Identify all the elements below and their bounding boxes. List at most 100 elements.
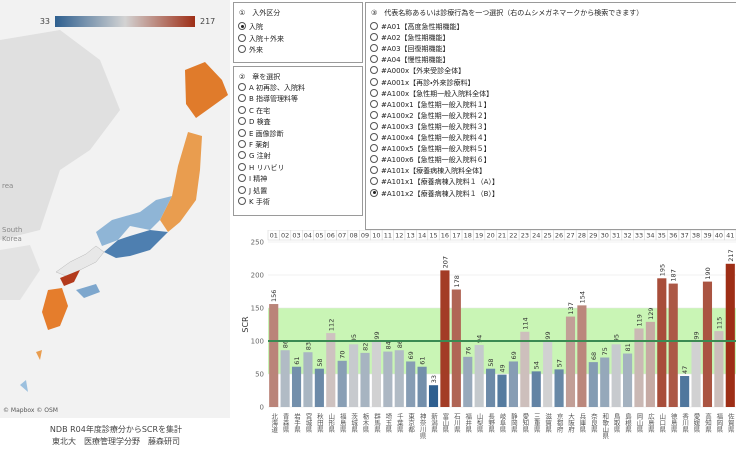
radio-option[interactable]: E 画像診断 [238,128,284,139]
radio-option[interactable]: B 指導管理料等 [238,94,298,104]
radio-button[interactable] [370,33,378,42]
option-label[interactable]: A 初再診、入院料 [249,84,306,92]
radio-button[interactable] [370,110,378,119]
option-label[interactable]: E 画像診断 [249,129,284,138]
option-label[interactable]: F 薬剤 [249,141,270,149]
radio-option[interactable]: 入院 [238,22,263,32]
radio-option[interactable]: #A101x2【療養病棟入院料１（B）】 [370,188,499,199]
radio-option[interactable]: F 薬剤 [238,140,269,150]
radio-button[interactable] [238,140,246,148]
radio-button[interactable] [238,197,246,205]
radio-button[interactable] [370,155,378,164]
option-label[interactable]: #A101x1【療養病棟入院料１（A）】 [381,178,499,187]
radio-button[interactable] [370,22,378,30]
option-label[interactable]: #A100x5【急性期一般入院料５】 [381,145,491,154]
option-label[interactable]: #A04【慢性期機能】 [381,56,450,65]
option-label[interactable]: 入院＋外来 [249,34,284,43]
x-tick-label: 岡山県 [635,413,643,434]
radio-button[interactable] [370,66,378,75]
option-label[interactable]: #A03【回復期機能】 [381,45,450,54]
radio-option[interactable]: #A000x【外来受診全体】 [370,66,465,76]
radio-button[interactable] [370,77,378,86]
radio-button[interactable] [238,105,246,114]
radio-button[interactable] [370,188,378,197]
radio-button[interactable] [238,151,246,160]
radio-option[interactable]: C 在宅 [238,105,271,116]
filter-panel: ① 入外区分 入院 入院＋外来 外来 [233,2,363,63]
option-label[interactable]: #A100x【急性期一般入院料全体】 [381,89,494,98]
x-tick-label: 宮城県 [304,412,312,434]
radio-option[interactable]: #A101x【療養病棟入院料全体】 [370,166,486,176]
radio-option[interactable]: 入院＋外来 [238,33,284,44]
option-label[interactable]: #A101x2【療養病棟入院料１（B）】 [381,189,499,198]
option-label[interactable]: G 注射 [249,152,271,161]
radio-button[interactable] [370,177,378,186]
option-label[interactable]: I 精神 [249,175,268,184]
radio-option[interactable]: G 注射 [238,151,271,161]
radio-option[interactable]: 外来 [238,45,263,55]
radio-option[interactable]: #A100x2【急性期一般入院料２】 [370,110,491,121]
radio-option[interactable]: #A02【急性期機能】 [370,33,450,43]
radio-option[interactable]: J 処置 [238,185,268,196]
option-label[interactable]: J 処置 [249,186,268,195]
radio-option[interactable]: #A100x4【急性期一般入院料４】 [370,133,491,143]
code-label: 37 [680,232,688,240]
radio-option[interactable]: A 初再診、入院料 [238,83,305,93]
radio-option[interactable]: #A100x【急性期一般入院料全体】 [370,88,494,99]
radio-button[interactable] [370,121,378,130]
option-label[interactable]: #A100x3【急性期一般入院料３】 [381,122,491,131]
radio-button[interactable] [370,88,378,97]
radio-option[interactable]: #A100x5【急性期一般入院料５】 [370,144,491,154]
bar [371,341,382,407]
option-label[interactable]: K 手術 [249,198,270,206]
radio-option[interactable]: #A001x【再診・外来診療料】 [370,77,475,88]
radio-option[interactable]: #A100x6【急性期一般入院料６】 [370,155,491,165]
option-label[interactable]: H リハビリ [249,163,285,172]
radio-button[interactable] [238,94,246,103]
radio-button[interactable] [370,44,378,53]
option-label[interactable]: #A100x2【急性期一般入院料２】 [381,111,491,120]
radio-option[interactable]: H リハビリ [238,162,285,173]
option-label[interactable]: 入院 [249,23,263,31]
option-label[interactable]: #A101x【療養病棟入院料全体】 [381,167,487,176]
value-label: 154 [578,291,586,303]
option-label[interactable]: B 指導管理料等 [249,95,299,104]
radio-option[interactable]: D 検査 [238,117,271,127]
radio-option[interactable]: #A04【慢性期機能】 [370,55,450,65]
radio-button[interactable] [370,55,378,64]
radio-option[interactable]: #A100x1【急性期一般入院料１】 [370,99,491,110]
option-label[interactable]: C 在宅 [249,106,271,115]
radio-button[interactable] [238,117,246,126]
radio-button[interactable] [370,144,378,153]
radio-option[interactable]: #A101x1【療養病棟入院料１（A）】 [370,177,499,187]
option-label[interactable]: #A100x6【急性期一般入院料６】 [381,156,491,165]
option-label[interactable]: D 検査 [249,118,271,127]
radio-button[interactable] [370,133,378,141]
radio-button[interactable] [370,166,378,175]
radio-option[interactable]: #A03【回復期機能】 [370,44,450,54]
option-label[interactable]: #A100x1【急性期一般入院料１】 [381,100,491,109]
radio-button[interactable] [238,185,246,194]
bar [463,356,473,407]
radio-button[interactable] [238,83,246,91]
option-label[interactable]: #A000x【外来受診全体】 [381,67,466,76]
bar [428,385,439,407]
option-label[interactable]: #A02【急性期機能】 [381,34,450,43]
option-label[interactable]: #A001x【再診・外来診療料】 [381,78,475,87]
radio-button[interactable] [238,45,246,53]
radio-button[interactable] [370,99,378,108]
radio-button[interactable] [238,33,246,42]
radio-option[interactable]: I 精神 [238,174,267,184]
value-label: 33 [430,375,438,383]
radio-button[interactable] [238,174,246,183]
radio-option[interactable]: K 手術 [238,197,270,207]
value-label: 58 [487,358,495,366]
option-label[interactable]: #A100x4【急性期一般入院料４】 [381,134,491,142]
option-label[interactable]: #A01【高度急性期機能】 [381,23,464,31]
option-label[interactable]: 外来 [249,46,263,54]
radio-option[interactable]: #A100x3【急性期一般入院料３】 [370,121,491,132]
radio-option[interactable]: #A01【高度急性期機能】 [370,22,464,32]
radio-button[interactable] [238,162,246,171]
radio-button[interactable] [238,22,246,30]
radio-button[interactable] [238,128,246,137]
